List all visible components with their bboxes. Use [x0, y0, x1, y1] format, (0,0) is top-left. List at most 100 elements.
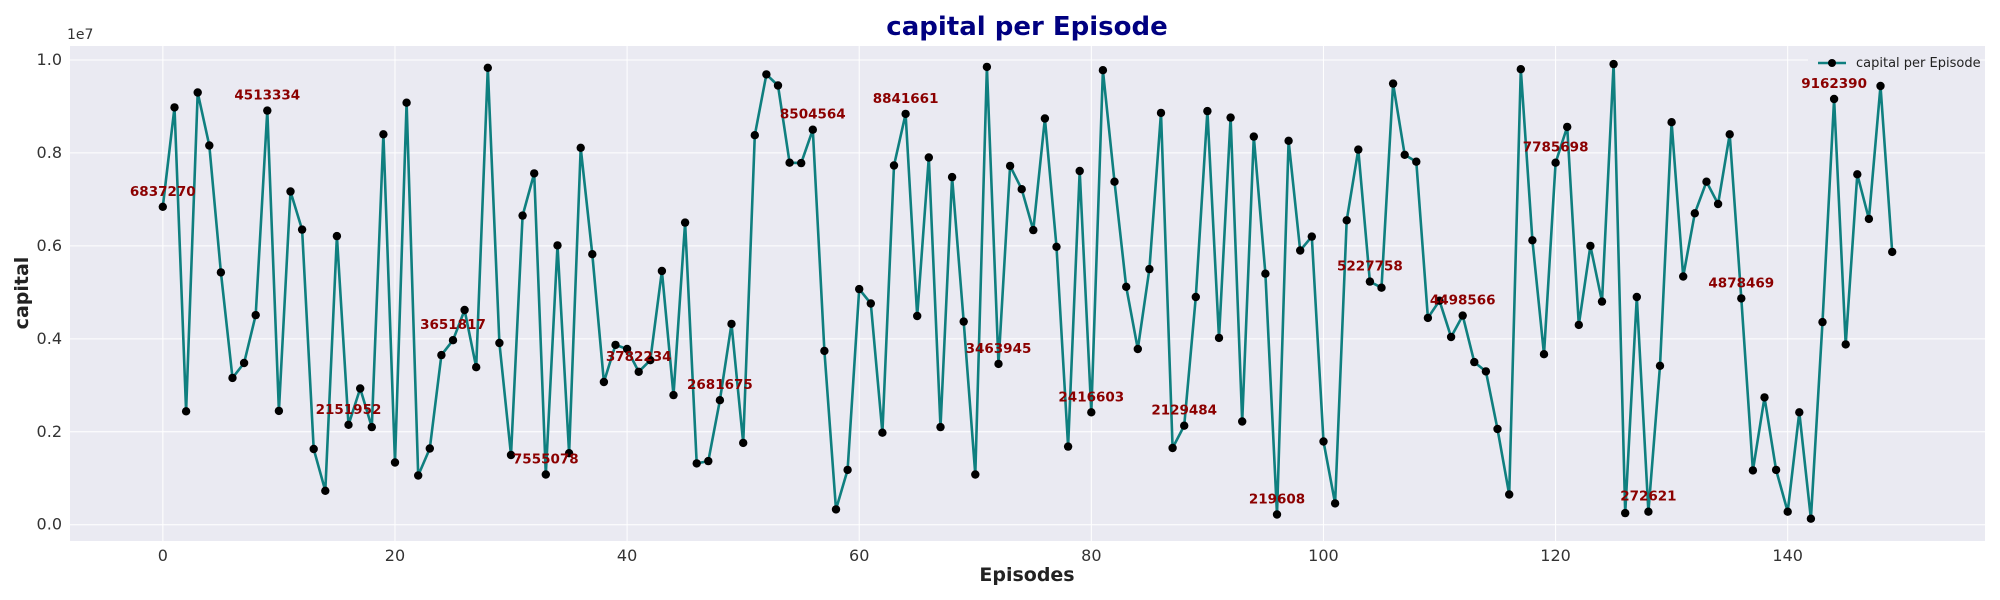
data-point: [472, 363, 481, 372]
data-point: [773, 81, 783, 90]
data-point: [1052, 242, 1061, 251]
x-tick-label: 20: [385, 546, 405, 565]
data-point: [1191, 292, 1201, 302]
data-point: [669, 390, 678, 400]
data-point: [1133, 344, 1143, 354]
data-point: [1319, 437, 1328, 446]
data-point: [1423, 313, 1433, 323]
data-point: [483, 63, 492, 72]
data-point: [1458, 311, 1467, 320]
data-point: [808, 125, 817, 134]
data-point: [1354, 145, 1363, 154]
data-point: [1168, 443, 1177, 453]
data-point: [1702, 177, 1711, 186]
data-point: [913, 311, 922, 321]
data-annotation: 8504564: [780, 107, 846, 123]
data-point: [402, 98, 411, 107]
data-point: [251, 310, 260, 320]
data-annotation: 3782234: [606, 349, 672, 365]
data-point: [971, 470, 980, 479]
data-point: [924, 153, 933, 162]
data-point: [263, 106, 272, 115]
data-point: [1400, 150, 1409, 159]
data-point: [1655, 361, 1665, 370]
data-point: [1783, 507, 1792, 516]
data-point: [1621, 508, 1630, 518]
data-point: [1563, 122, 1572, 132]
data-point: [1005, 161, 1015, 171]
data-point: [309, 444, 318, 454]
data-point: [193, 88, 202, 97]
data-point: [564, 449, 574, 458]
data-annotation: 2681675: [687, 377, 753, 393]
data-point: [622, 344, 632, 354]
data-annotation: 9162390: [1801, 76, 1867, 92]
data-point: [367, 422, 376, 432]
data-point: [657, 266, 667, 276]
data-annotation: 2129484: [1151, 403, 1217, 419]
data-point: [1632, 292, 1642, 302]
data-point: [692, 459, 701, 468]
data-point: [866, 299, 875, 308]
data-point: [414, 471, 423, 480]
data-point: [1667, 118, 1676, 127]
data-point: [1110, 177, 1119, 186]
data-point: [1795, 408, 1804, 417]
data-point: [901, 109, 910, 119]
data-point: [1296, 246, 1305, 255]
data-point: [1017, 185, 1026, 194]
data-point: [982, 62, 992, 72]
data-point: [680, 218, 690, 227]
data-point: [1412, 157, 1421, 166]
data-point: [1888, 247, 1897, 257]
x-tick-label: 100: [1308, 546, 1339, 565]
data-point: [1214, 333, 1224, 343]
data-point: [1377, 283, 1386, 292]
data-point: [611, 340, 620, 350]
data-point: [1075, 166, 1084, 176]
data-point: [1435, 296, 1444, 305]
data-point: [437, 350, 446, 360]
chart-title: capital per Episode: [886, 12, 1167, 42]
data-point: [286, 187, 295, 196]
data-point: [390, 458, 400, 467]
data-point: [530, 169, 539, 178]
y-tick-label: 0.0: [37, 515, 62, 534]
data-annotation: 8841661: [873, 91, 939, 107]
data-point: [425, 444, 434, 453]
data-point: [646, 356, 655, 365]
plot-background: [70, 46, 1985, 541]
data-point: [889, 161, 899, 170]
data-point: [1249, 132, 1259, 141]
data-annotation: 2151952: [316, 402, 382, 418]
data-point: [1876, 81, 1885, 91]
data-annotation: 6837270: [130, 184, 196, 200]
data-point: [1586, 241, 1595, 251]
data-point: [448, 336, 458, 345]
data-point: [495, 338, 504, 348]
data-annotation: 7785698: [1523, 140, 1589, 156]
data-point: [332, 231, 342, 241]
data-point: [1516, 65, 1526, 74]
data-point: [1829, 94, 1839, 104]
data-point: [1818, 317, 1827, 327]
x-tick-label: 140: [1772, 546, 1803, 565]
data-point: [274, 406, 284, 416]
y-tick-label: 0.4: [37, 329, 62, 348]
data-point: [1180, 421, 1189, 430]
y-exponent-label: 1e7: [67, 27, 93, 43]
data-point: [994, 359, 1003, 369]
data-annotation: 4498566: [1430, 293, 1496, 309]
data-point: [959, 317, 968, 326]
data-point: [1238, 417, 1247, 426]
data-point: [1760, 393, 1769, 402]
data-point: [855, 284, 864, 294]
data-point: [936, 422, 945, 432]
data-point: [739, 438, 748, 448]
data-point: [460, 305, 469, 315]
data-point: [1029, 225, 1038, 235]
data-annotation: 5227758: [1337, 259, 1403, 275]
data-point: [1853, 170, 1862, 179]
data-point: [1725, 130, 1734, 139]
